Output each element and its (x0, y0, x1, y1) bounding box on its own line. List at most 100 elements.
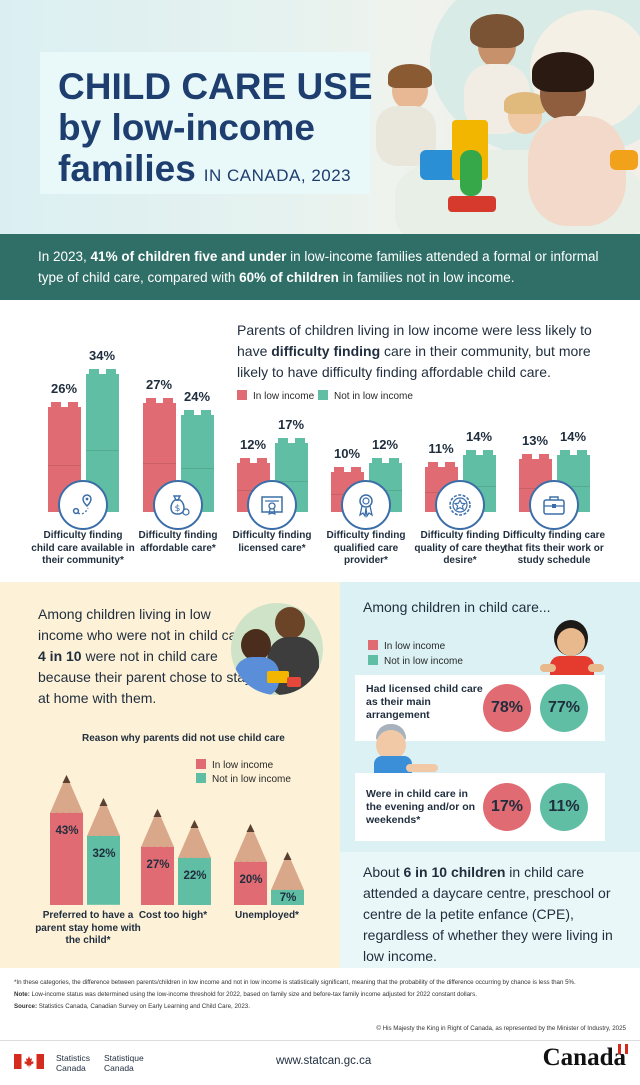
bar-value-not-low-income: 17% (277, 417, 305, 433)
bar-value-not-low-income: 14% (465, 429, 493, 445)
evening-care-label: Were in child care in the evening and/or… (366, 788, 476, 826)
difficulty-highlight: difficulty finding (271, 343, 381, 359)
bar-value-not-low-income: 12% (371, 437, 399, 453)
reasons-legend-not: Not in low income (196, 773, 291, 785)
in-care-legend-swatch-not (368, 655, 378, 665)
about-highlight: 6 in 10 children (403, 864, 506, 880)
wordmark-flag-icon (618, 1044, 628, 1054)
bar-value-not-low-income: 24% (183, 388, 211, 404)
pencil-value-low-income: 43% (55, 824, 79, 837)
footer-divider (0, 1040, 640, 1041)
licensed-care-label: Had licensed child care as their main ar… (366, 683, 483, 721)
intro-statement: In 2023, 41% of children five and under … (0, 234, 640, 300)
pencil-value-not-low-income: 32% (92, 848, 116, 861)
reasons-legend-swatch-not (196, 773, 206, 783)
bar-notch (89, 369, 99, 375)
category-label: Difficulty finding qualified care provid… (326, 530, 406, 566)
bar-notch (428, 462, 438, 468)
reason-category-label: Preferred to have a parent stay home wit… (35, 910, 141, 946)
copyright: © His Majesty the King in Right of Canad… (376, 1025, 626, 1032)
bar-notch (51, 401, 61, 407)
bar-notch (522, 454, 532, 460)
in-care-legend-low: In low income (368, 640, 445, 652)
footnote-note: Note: Low-income status was determined u… (14, 991, 477, 998)
difficulty-intro-text: Parents of children living in low income… (237, 322, 592, 380)
category-label: Difficulty finding child care available … (31, 530, 135, 566)
bar-notch (483, 450, 493, 456)
legend-swatch-low (237, 390, 247, 400)
footnotes: *In these categories, the difference bet… (14, 978, 626, 1014)
reasons-intro-text: Among children living in low income who … (38, 606, 253, 706)
footnote-significance: *In these categories, the difference bet… (14, 979, 576, 986)
page-title-line1: CHILD CARE USE (58, 66, 373, 107)
bar-value-not-low-income: 34% (88, 348, 116, 364)
website-link[interactable]: www.statcan.gc.ca (276, 1055, 372, 1067)
bar-notch (146, 397, 156, 403)
intro-highlight-1: 41% of children five and under (90, 249, 287, 264)
in-care-legend-not: Not in low income (368, 655, 463, 667)
bar-value-low-income: 13% (521, 433, 549, 449)
reason-category-label: Cost too high* (138, 910, 208, 921)
statcan-wordmark-fr: Statistique Canada (104, 1053, 144, 1073)
licensed-care-not-value: 77% (540, 684, 588, 732)
category-label: Difficulty finding care that fits their … (502, 530, 606, 566)
pencil-value-low-income: 27% (146, 858, 170, 871)
bar-value-low-income: 11% (428, 441, 454, 457)
money-bag-icon: $ (153, 480, 203, 530)
bar-value-not-low-income: 14% (559, 429, 587, 445)
award-ribbon-icon (341, 480, 391, 530)
girl-photo (540, 618, 604, 682)
bar-value-low-income: 26% (50, 380, 78, 396)
pencil-bar-not-low-income (271, 851, 304, 905)
reasons-legend-swatch-low (196, 759, 206, 769)
pencil-value-not-low-income: 7% (279, 891, 297, 904)
evening-care-card: Were in child care in the evening and/or… (355, 773, 605, 841)
svg-text:$: $ (175, 504, 181, 514)
legend-low-income: In low income (237, 390, 314, 402)
location-icon (58, 480, 108, 530)
footnote-source: Source: Statistics Canada, Canadian Surv… (14, 1003, 250, 1010)
page-title-line2: by low-income (58, 107, 315, 148)
reasons-chart-title: Reason why parents did not use child car… (82, 733, 285, 744)
category-label: Difficulty finding licensed care* (232, 530, 312, 554)
category-label: Difficulty finding affordable care* (138, 530, 218, 554)
title-box: CHILD CARE USE by low-income families IN … (40, 52, 373, 194)
bar-notch (163, 397, 173, 403)
bar-notch (278, 438, 288, 444)
bar-notch (389, 458, 399, 464)
certificate-icon (247, 480, 297, 530)
bar-notch (334, 466, 344, 472)
bar-notch (68, 401, 78, 407)
bar-notch (184, 409, 194, 415)
about-text: About 6 in 10 children in child care att… (363, 864, 613, 964)
reasons-highlight: 4 in 10 (38, 648, 82, 664)
pencil-bar-not-low-income (178, 819, 211, 905)
legend-not-low-income: Not in low income (318, 390, 413, 402)
canada-flag-icon (14, 1054, 44, 1069)
pencil-bar-low-income (234, 824, 267, 905)
evening-care-low-value: 17% (483, 783, 531, 831)
bar-notch (466, 450, 476, 456)
family-photo (231, 603, 323, 695)
about-panel (340, 852, 640, 968)
intro-highlight-2: 60% of children (239, 270, 339, 285)
statcan-wordmark-en: Statistics Canada (56, 1053, 91, 1073)
licensed-care-card: Had licensed child care as their main ar… (355, 675, 605, 741)
legend-swatch-not (318, 390, 328, 400)
canada-wordmark: Canada (542, 1044, 628, 1071)
bar-value-low-income: 10% (333, 445, 361, 461)
bar-notch (351, 466, 361, 472)
bar-value-low-income: 27% (145, 376, 173, 392)
reason-category-label: Unemployed* (235, 910, 299, 921)
bar-notch (295, 438, 305, 444)
bar-notch (257, 458, 267, 464)
page-subtitle: IN CANADA, 2023 (203, 166, 352, 185)
pencil-bar-low-income (141, 808, 174, 905)
pencil-bar-low-income (50, 774, 83, 905)
evening-care-not-value: 11% (540, 783, 588, 831)
pencil-value-low-income: 20% (239, 874, 263, 886)
in-care-heading: Among children in child care... (363, 599, 551, 615)
header: CHILD CARE USE by low-income families IN … (0, 0, 640, 234)
page-title-line3: families IN CANADA, 2023 (58, 148, 352, 189)
star-badge-icon (435, 480, 485, 530)
